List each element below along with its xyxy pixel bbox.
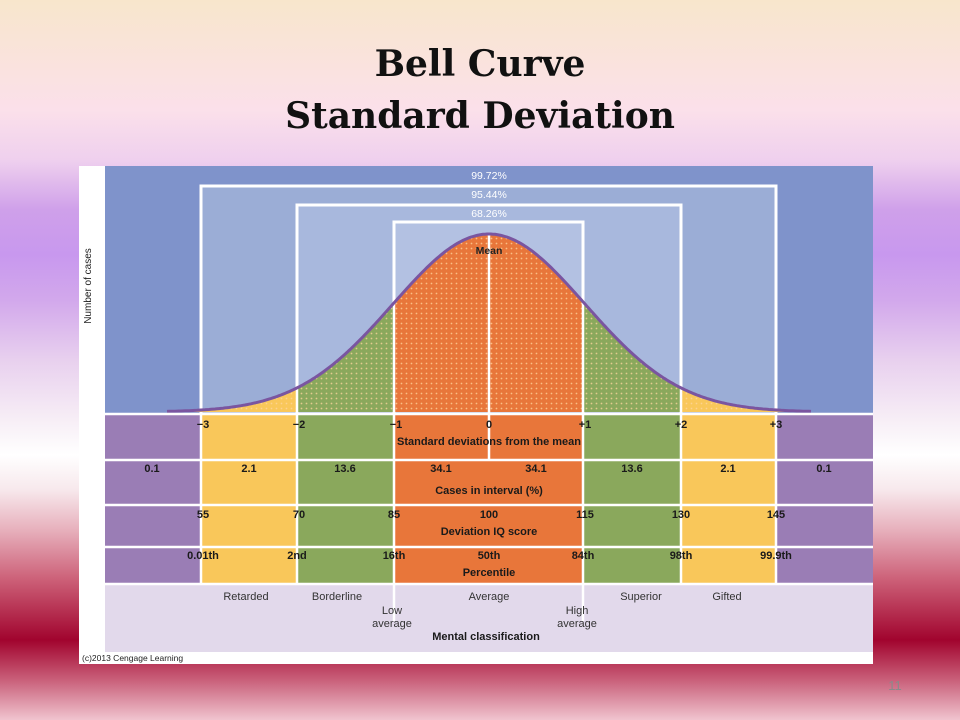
iq-value: 115 — [576, 509, 594, 521]
classification-label: High — [566, 605, 589, 617]
slide-title: Bell Curve Standard Deviation — [0, 38, 960, 142]
sd-value: −2 — [293, 419, 306, 431]
row-cases-in-interval: 0.1 2.1 13.6 34.1 34.1 13.6 2.1 0.1 Case… — [144, 463, 831, 497]
percentile-value: 16th — [383, 550, 406, 562]
y-axis-label: Number of cases — [83, 248, 94, 324]
classification-label: Average — [469, 591, 510, 603]
cases-value: 0.1 — [816, 463, 831, 475]
coverage-label-99: 99.72% — [471, 170, 507, 182]
slide-title-line-2: Standard Deviation — [285, 95, 675, 137]
classification-label: average — [372, 618, 412, 630]
slide-title-line-1: Bell Curve — [374, 43, 586, 85]
row-percentile: 0.01th 2nd 16th 50th 84th 98th 99.9th Pe… — [187, 550, 792, 579]
cases-value: 13.6 — [334, 463, 355, 475]
classification-label: Low — [382, 605, 402, 617]
row-deviation-iq: 55 70 85 100 115 130 145 Deviation IQ sc… — [197, 509, 785, 538]
sd-value: −3 — [197, 419, 210, 431]
percentile-value: 50th — [478, 550, 501, 562]
iq-value: 145 — [767, 509, 785, 521]
iq-value: 130 — [672, 509, 690, 521]
percentile-value: 2nd — [287, 550, 307, 562]
credit-line: (c)2013 Cengage Learning — [82, 653, 183, 663]
table-column-lines — [199, 414, 778, 584]
cases-value: 13.6 — [621, 463, 642, 475]
bell-curve-diagram: 99.72% 95.44% 68.26% Mean Number of case… — [79, 166, 873, 664]
percentile-value: 84th — [572, 550, 595, 562]
mean-label: Mean — [476, 245, 503, 257]
classification-label: Retarded — [223, 591, 268, 603]
cases-value: 0.1 — [144, 463, 159, 475]
classification-title: Mental classification — [432, 631, 540, 643]
classification-label: Gifted — [712, 591, 741, 603]
curve-division-lines — [295, 234, 683, 414]
iq-row-title: Deviation IQ score — [441, 526, 538, 538]
row-standard-deviations: −3 −2 −1 0 +1 +2 +3 Standard deviations … — [197, 419, 783, 448]
coverage-label-68: 68.26% — [471, 208, 507, 220]
sd-value: +2 — [675, 419, 688, 431]
cases-value: 34.1 — [430, 463, 451, 475]
table-band-separators — [105, 412, 873, 586]
iq-value: 70 — [293, 509, 305, 521]
sd-value: +3 — [770, 419, 783, 431]
sd-value: +1 — [579, 419, 592, 431]
table-bands — [105, 414, 873, 652]
percentile-value: 99.9th — [760, 550, 792, 562]
sd-row-title: Standard deviations from the mean — [397, 436, 581, 448]
classification-label: Borderline — [312, 591, 362, 603]
cases-value: 34.1 — [525, 463, 546, 475]
table-column-lines-tail — [392, 414, 585, 621]
cases-row-title: Cases in interval (%) — [435, 485, 543, 497]
classification-label: Superior — [620, 591, 662, 603]
cases-value: 2.1 — [720, 463, 735, 475]
sd-value: −1 — [390, 419, 403, 431]
classification-label: average — [557, 618, 597, 630]
page-number: 11 — [888, 678, 902, 693]
row-mental-classification: Retarded Borderline Low average Average … — [223, 591, 741, 643]
percentile-value: 98th — [670, 550, 693, 562]
cases-value: 2.1 — [241, 463, 256, 475]
iq-value: 55 — [197, 509, 209, 521]
iq-value: 100 — [480, 509, 498, 521]
bell-curve-line — [166, 232, 812, 413]
percentile-value: 0.01th — [187, 550, 219, 562]
percentile-row-title: Percentile — [463, 567, 516, 579]
iq-value: 85 — [388, 509, 400, 521]
sd-value: 0 — [486, 419, 492, 431]
coverage-label-95: 95.44% — [471, 189, 507, 201]
